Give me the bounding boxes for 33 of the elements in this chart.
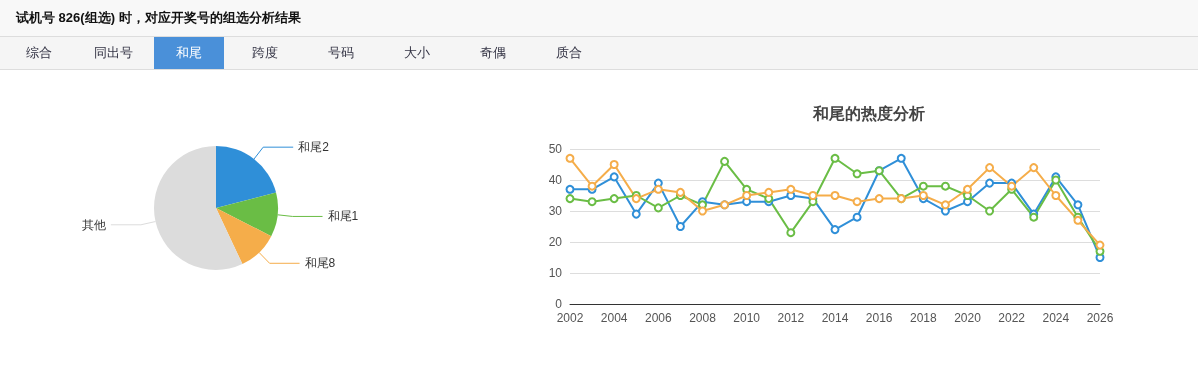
x-tick-label: 2016 (865, 311, 893, 325)
x-tick-label: 2020 (954, 311, 982, 325)
text: 奇偶 (479, 44, 507, 62)
text: 综合 (25, 44, 53, 62)
y-tick-label: 10 (548, 266, 563, 280)
slice-label: 和尾2 (298, 140, 330, 155)
x-tick-label: 2026 (1086, 311, 1114, 325)
x-tick-label: 2004 (600, 311, 628, 325)
x-tick-label: 2014 (821, 311, 849, 325)
y-tick-label: 30 (548, 204, 563, 218)
y-tick-label: 0 (555, 297, 563, 311)
x-tick-label: 2010 (733, 311, 761, 325)
text: 大小 (403, 44, 431, 62)
text: 质合 (555, 44, 583, 62)
text: 号码 (327, 44, 355, 62)
chart-title: 和尾的热度分析 (812, 103, 925, 123)
text: 试机号 826(组选) 时，对应开奖号的组选分析结果 (0, 0, 1198, 37)
y-tick-label: 20 (548, 235, 563, 249)
x-tick-label: 2006 (644, 311, 672, 325)
x-tick-label: 2012 (777, 311, 805, 325)
x-tick-label: 2024 (1042, 311, 1070, 325)
x-tick-label: 2008 (689, 311, 717, 325)
text: 和尾 (154, 37, 224, 69)
y-tick-label: 50 (548, 142, 563, 156)
slice-label: 和尾8 (304, 256, 336, 271)
slice-label: 其他 (81, 217, 106, 232)
x-tick-label: 2022 (998, 311, 1026, 325)
text: 跨度 (251, 44, 279, 62)
x-tick-label: 2002 (556, 311, 584, 325)
slice-label: 和尾1 (327, 209, 359, 224)
y-tick-label: 40 (548, 173, 563, 187)
x-tick-label: 2018 (909, 311, 937, 325)
text: 同出号 (92, 44, 134, 62)
